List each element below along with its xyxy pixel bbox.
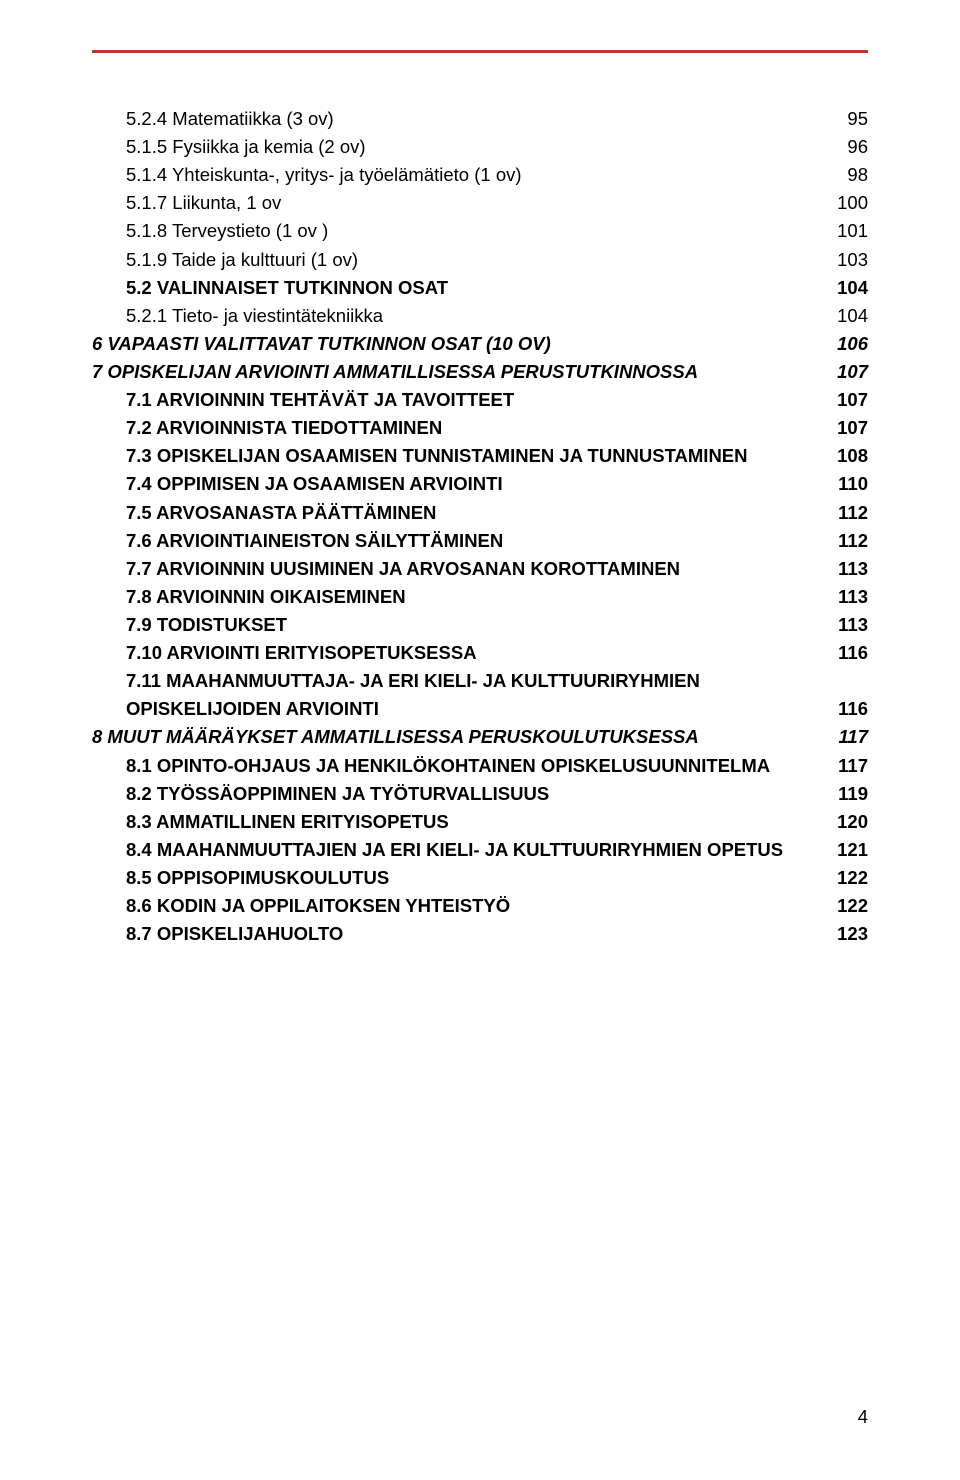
toc-page: 112: [838, 527, 868, 555]
toc-page: 119: [838, 780, 868, 808]
toc-page: 112: [838, 499, 868, 527]
toc-page: 98: [847, 161, 868, 189]
toc-page: 95: [847, 105, 868, 133]
toc-entry: 5.1.8 Terveystieto (1 ov ) 101: [92, 217, 868, 245]
toc-label: 5.1.4 Yhteiskunta-, yritys- ja työelämät…: [126, 161, 522, 189]
toc-entry: 5.2.4 Matematiikka (3 ov) 95: [92, 105, 868, 133]
toc-entry: 7.7 ARVIOINNIN UUSIMINEN JA ARVOSANAN KO…: [92, 555, 868, 583]
toc-label: 5.2 VALINNAISET TUTKINNON OSAT: [126, 274, 448, 302]
toc-label: 7.9 TODISTUKSET: [126, 611, 287, 639]
toc-page: 116: [838, 639, 868, 667]
toc-label: 7.11 MAAHANMUUTTAJA- JA ERI KIELI- JA KU…: [126, 667, 700, 695]
toc-label: 8.1 OPINTO-OHJAUS JA HENKILÖKOHTAINEN OP…: [126, 752, 770, 780]
toc-label: 5.1.5 Fysiikka ja kemia (2 ov): [126, 133, 366, 161]
toc-label: 8 MUUT MÄÄRÄYKSET AMMATILLISESSA PERUSKO…: [92, 723, 699, 751]
toc-page: 103: [837, 246, 868, 274]
toc-label: 7.5 ARVOSANASTA PÄÄTTÄMINEN: [126, 499, 436, 527]
toc-page: 96: [847, 133, 868, 161]
toc-entry: 7.4 OPPIMISEN JA OSAAMISEN ARVIOINTI 110: [92, 470, 868, 498]
toc-page: 117: [839, 723, 869, 751]
toc-label: 5.1.8 Terveystieto (1 ov ): [126, 217, 328, 245]
toc-page: 120: [837, 808, 868, 836]
toc-entry: 7.8 ARVIOINNIN OIKAISEMINEN 113: [92, 583, 868, 611]
toc-label: 8.4 MAAHANMUUTTAJIEN JA ERI KIELI- JA KU…: [126, 836, 783, 864]
toc-page: 123: [837, 920, 868, 948]
toc-label: 8.2 TYÖSSÄOPPIMINEN JA TYÖTURVALLISUUS: [126, 780, 549, 808]
toc-entry: 5.1.4 Yhteiskunta-, yritys- ja työelämät…: [92, 161, 868, 189]
toc-label: 7.3 OPISKELIJAN OSAAMISEN TUNNISTAMINEN …: [126, 442, 748, 470]
toc-label: 7.6 ARVIOINTIAINEISTON SÄILYTTÄMINEN: [126, 527, 503, 555]
toc-entry: 7 OPISKELIJAN ARVIOINTI AMMATILLISESSA P…: [92, 358, 868, 386]
toc-page: 107: [837, 358, 868, 386]
toc-label: 7.2 ARVIOINNISTA TIEDOTTAMINEN: [126, 414, 442, 442]
toc-label: 8.3 AMMATILLINEN ERITYISOPETUS: [126, 808, 449, 836]
toc-entry: 7.5 ARVOSANASTA PÄÄTTÄMINEN 112: [92, 499, 868, 527]
toc-entry: 7.2 ARVIOINNISTA TIEDOTTAMINEN 107: [92, 414, 868, 442]
toc-page: 107: [837, 414, 868, 442]
toc-page: 100: [837, 189, 868, 217]
toc-entry: 6 VAPAASTI VALITTAVAT TUTKINNON OSAT (10…: [92, 330, 868, 358]
toc-page: 122: [837, 892, 868, 920]
toc-entry: 5.2 VALINNAISET TUTKINNON OSAT 104: [92, 274, 868, 302]
toc-entry: 5.1.7 Liikunta, 1 ov 100: [92, 189, 868, 217]
toc-entry: 7.1 ARVIOINNIN TEHTÄVÄT JA TAVOITTEET 107: [92, 386, 868, 414]
toc-label: 5.2.1 Tieto- ja viestintätekniikka: [126, 302, 383, 330]
toc-label: 7.4 OPPIMISEN JA OSAAMISEN ARVIOINTI: [126, 470, 503, 498]
toc-page: 107: [837, 386, 868, 414]
toc-entry: 8.5 OPPISOPIMUSKOULUTUS 122: [92, 864, 868, 892]
toc-entry: 8.1 OPINTO-OHJAUS JA HENKILÖKOHTAINEN OP…: [92, 752, 868, 780]
toc-label: 7.7 ARVIOINNIN UUSIMINEN JA ARVOSANAN KO…: [126, 555, 680, 583]
toc-entry: 7.9 TODISTUKSET 113: [92, 611, 868, 639]
toc-label: OPISKELIJOIDEN ARVIOINTI: [126, 695, 379, 723]
toc-label: 7.8 ARVIOINNIN OIKAISEMINEN: [126, 583, 406, 611]
toc-page: 110: [838, 470, 868, 498]
toc-page: 113: [838, 611, 868, 639]
toc-entry: 8.6 KODIN JA OPPILAITOKSEN YHTEISTYÖ 122: [92, 892, 868, 920]
topbar-rule: [92, 50, 868, 53]
toc-page: 117: [838, 752, 868, 780]
toc-label: 7 OPISKELIJAN ARVIOINTI AMMATILLISESSA P…: [92, 358, 698, 386]
toc-entry: 8.7 OPISKELIJAHUOLTO 123: [92, 920, 868, 948]
toc-page: 113: [838, 583, 868, 611]
toc-page: 104: [837, 302, 868, 330]
toc-label: 8.5 OPPISOPIMUSKOULUTUS: [126, 864, 389, 892]
toc-label: 7.10 ARVIOINTI ERITYISOPETUKSESSA: [126, 639, 477, 667]
toc-entry: OPISKELIJOIDEN ARVIOINTI 116: [92, 695, 868, 723]
toc-label: 5.2.4 Matematiikka (3 ov): [126, 105, 334, 133]
toc-entry: 8.4 MAAHANMUUTTAJIEN JA ERI KIELI- JA KU…: [92, 836, 868, 864]
toc-entry: 7.3 OPISKELIJAN OSAAMISEN TUNNISTAMINEN …: [92, 442, 868, 470]
toc-entry: 5.1.5 Fysiikka ja kemia (2 ov) 96: [92, 133, 868, 161]
toc-page: 116: [838, 695, 868, 723]
toc-page: 104: [837, 274, 868, 302]
toc-entry: 7.11 MAAHANMUUTTAJA- JA ERI KIELI- JA KU…: [92, 667, 868, 695]
toc-page: 113: [838, 555, 868, 583]
page-number: 4: [858, 1406, 868, 1428]
toc-entry: 5.1.9 Taide ja kulttuuri (1 ov) 103: [92, 246, 868, 274]
document-page: 5.2.4 Matematiikka (3 ov)955.1.5 Fysiikk…: [0, 0, 960, 948]
toc-entry: 7.10 ARVIOINTI ERITYISOPETUKSESSA 116: [92, 639, 868, 667]
toc-label: 7.1 ARVIOINNIN TEHTÄVÄT JA TAVOITTEET: [126, 386, 514, 414]
toc-page: 101: [837, 217, 868, 245]
toc-entry: 5.2.1 Tieto- ja viestintätekniikka 104: [92, 302, 868, 330]
toc-page: 122: [837, 864, 868, 892]
toc-page: 121: [837, 836, 868, 864]
toc-label: 6 VAPAASTI VALITTAVAT TUTKINNON OSAT (10…: [92, 330, 551, 358]
toc-entry: 8.2 TYÖSSÄOPPIMINEN JA TYÖTURVALLISUUS 11…: [92, 780, 868, 808]
toc-entry: 7.6 ARVIOINTIAINEISTON SÄILYTTÄMINEN 112: [92, 527, 868, 555]
toc-label: 5.1.9 Taide ja kulttuuri (1 ov): [126, 246, 358, 274]
toc-page: 108: [837, 442, 868, 470]
toc-entry: 8.3 AMMATILLINEN ERITYISOPETUS 120: [92, 808, 868, 836]
toc-page: 106: [837, 330, 868, 358]
table-of-contents: 5.2.4 Matematiikka (3 ov)955.1.5 Fysiikk…: [92, 105, 868, 948]
toc-label: 8.6 KODIN JA OPPILAITOKSEN YHTEISTYÖ: [126, 892, 510, 920]
toc-entry: 8 MUUT MÄÄRÄYKSET AMMATILLISESSA PERUSKO…: [92, 723, 868, 751]
toc-label: 5.1.7 Liikunta, 1 ov: [126, 189, 281, 217]
toc-label: 8.7 OPISKELIJAHUOLTO: [126, 920, 343, 948]
